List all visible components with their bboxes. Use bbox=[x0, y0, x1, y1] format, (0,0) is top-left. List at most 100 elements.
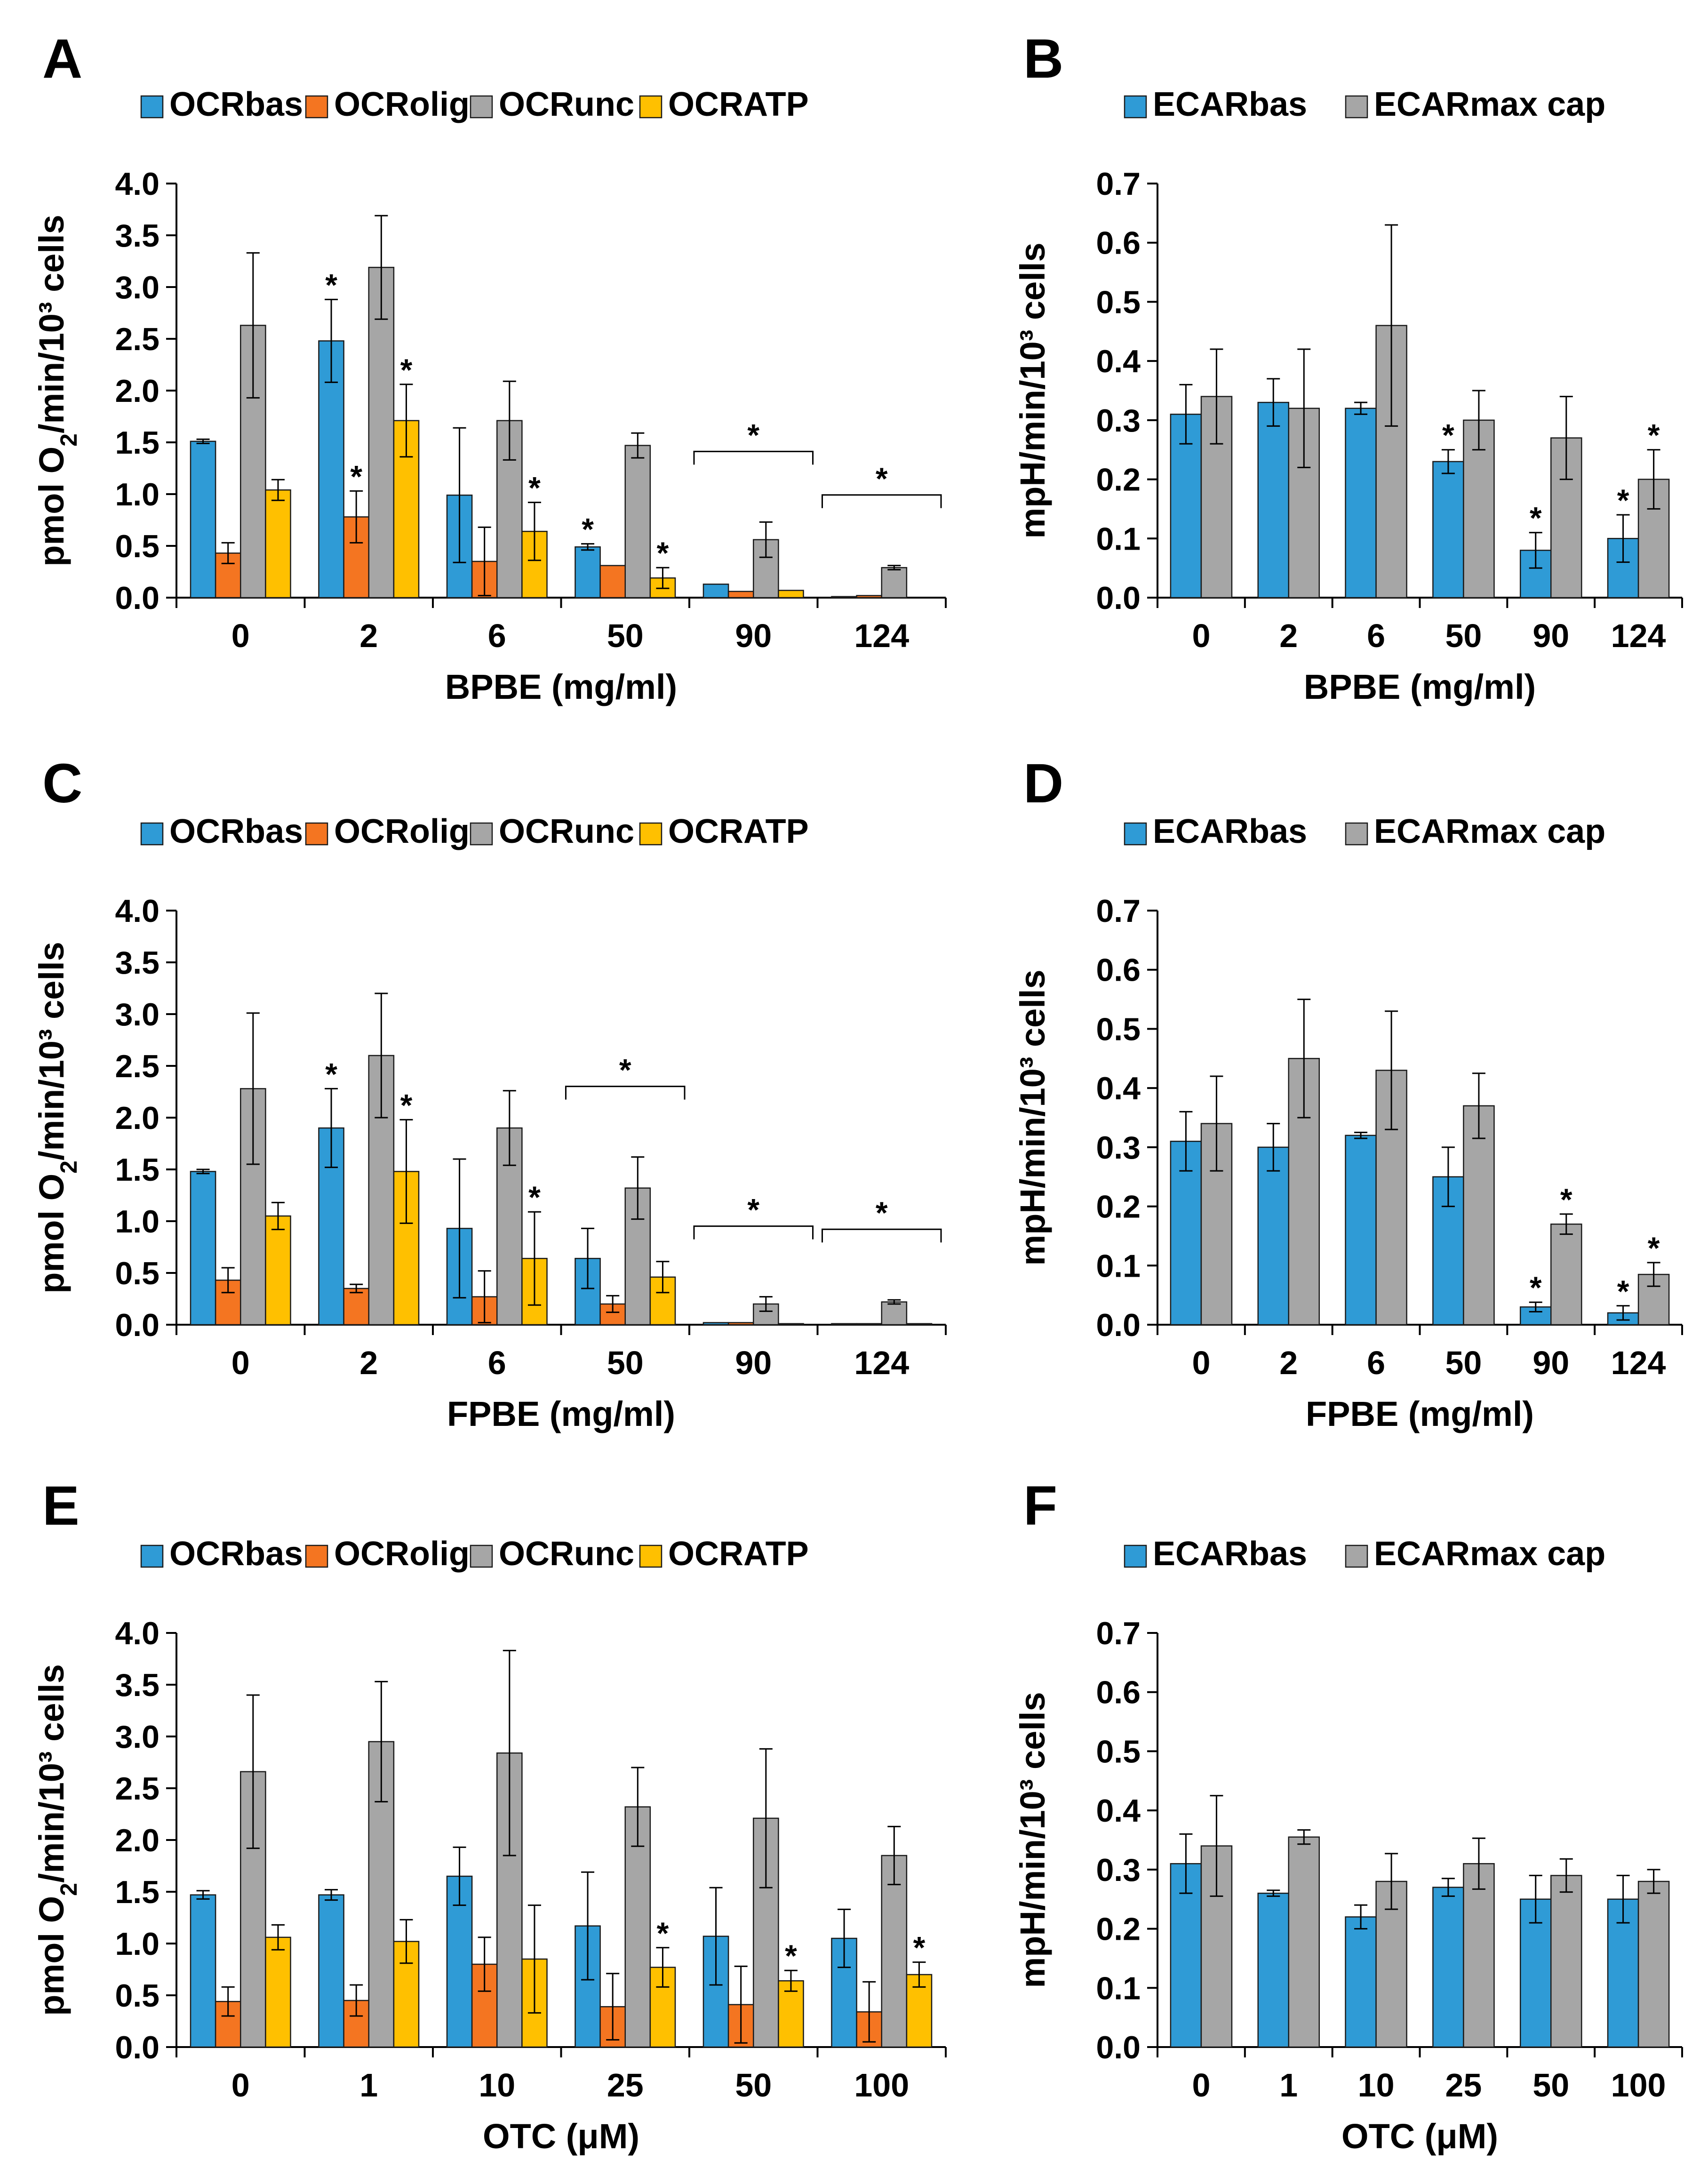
legend-label: OCRunc bbox=[499, 813, 634, 850]
y-tick-label: 0.0 bbox=[1096, 2030, 1141, 2065]
x-tick-label: 50 bbox=[607, 1344, 644, 1381]
legend-swatch bbox=[140, 1544, 164, 1568]
bar-ecarbas bbox=[1257, 401, 1289, 599]
y-tick-label: 0.5 bbox=[115, 1978, 160, 2014]
bar-ocratp bbox=[265, 489, 291, 599]
legend-swatch bbox=[305, 822, 328, 846]
panel-letter-b: B bbox=[1023, 28, 1063, 90]
significance-star: * bbox=[747, 1192, 759, 1227]
x-tick-label: 100 bbox=[1611, 2067, 1666, 2104]
significance-bracket bbox=[821, 494, 942, 508]
y-tick-label: 2.5 bbox=[115, 1048, 160, 1084]
bar-ocrbas bbox=[190, 1894, 216, 2048]
legend-swatch bbox=[470, 822, 493, 846]
panel-letter-f: F bbox=[1023, 1475, 1057, 1537]
significance-star: * bbox=[619, 1053, 631, 1088]
y-tick-label: 0.7 bbox=[1096, 166, 1141, 202]
y-tick-label: 0.2 bbox=[1096, 462, 1141, 498]
legend-swatch bbox=[470, 1544, 493, 1568]
bar-ocrunc bbox=[881, 567, 908, 599]
legend-swatch bbox=[1345, 1544, 1368, 1568]
panel-d: 0.0 0.1 0.2 0.3 0.4 0.5 0.6 0.7 0 2 6 50 90 124 FPBE (… bbox=[1013, 813, 1683, 1433]
bar-ocratp bbox=[265, 1936, 291, 2048]
y-tick-label: 0.3 bbox=[1096, 1852, 1141, 1888]
y-tick-label: 1.0 bbox=[115, 1204, 160, 1240]
panel-c: 0.0 0.5 1.0 1.5 2.0 2.5 3.0 3.5 4.0 0 2 6 50 90 124 FPB… bbox=[32, 813, 947, 1433]
y-tick-label: 0.3 bbox=[1096, 403, 1141, 439]
x-tick-label: 10 bbox=[1358, 2067, 1395, 2104]
y-tick-label: 0.4 bbox=[1096, 1071, 1141, 1106]
significance-star: * bbox=[1530, 501, 1542, 536]
bar-ocrbas bbox=[575, 546, 601, 599]
legend-swatch bbox=[639, 95, 662, 119]
legend-swatch bbox=[1124, 95, 1147, 119]
significance-star: * bbox=[657, 1916, 669, 1951]
legend-label: OCRbas bbox=[169, 813, 303, 850]
legend-label: OCRbas bbox=[169, 86, 303, 123]
x-tick-label: 6 bbox=[488, 1344, 506, 1381]
x-tick-label: 2 bbox=[359, 1344, 378, 1381]
y-tick-label: 3.0 bbox=[115, 1719, 160, 1755]
x-tick-label: 0 bbox=[1192, 2067, 1210, 2104]
bar-ocrolig bbox=[856, 1323, 883, 1326]
legend-label: OCRunc bbox=[499, 86, 634, 123]
legend-label: OCRATP bbox=[668, 86, 809, 123]
y-tick-label: 0.5 bbox=[1096, 284, 1141, 320]
bar-ocrolig bbox=[856, 595, 883, 599]
x-tick-label: 50 bbox=[735, 2067, 772, 2104]
bar-ocrbas bbox=[831, 596, 857, 599]
x-tick-label: 124 bbox=[1611, 1344, 1666, 1381]
x-tick-label: 90 bbox=[1532, 617, 1569, 654]
legend-label: OCRATP bbox=[668, 1535, 809, 1573]
x-tick-label: 124 bbox=[854, 617, 909, 654]
x-tick-label: 2 bbox=[1279, 1344, 1298, 1381]
legend-label: OCRolig bbox=[334, 1535, 470, 1573]
significance-star: * bbox=[747, 417, 759, 452]
x-tick-label: 0 bbox=[231, 2067, 250, 2104]
bar-ecarmax-cap bbox=[1550, 1224, 1582, 1326]
significance-star: * bbox=[1442, 418, 1454, 453]
bar-ecarbas bbox=[1432, 461, 1464, 599]
legend-swatch bbox=[305, 1544, 328, 1568]
x-tick-label: 124 bbox=[1611, 617, 1666, 654]
x-tick-label: 0 bbox=[1192, 1344, 1210, 1381]
x-tick-label: 90 bbox=[735, 617, 772, 654]
x-tick-label: 50 bbox=[1445, 617, 1482, 654]
significance-star: * bbox=[325, 267, 337, 302]
x-axis-title: OTC (μM) bbox=[483, 2117, 639, 2156]
bar-ecarbas bbox=[1257, 1146, 1289, 1326]
bar-ecarbas bbox=[1345, 1135, 1377, 1326]
legend-label: ECARmax cap bbox=[1374, 813, 1605, 850]
legend-label: ECARbas bbox=[1153, 86, 1307, 123]
legend-swatch bbox=[140, 822, 164, 846]
y-tick-label: 3.5 bbox=[115, 1667, 160, 1703]
legend-label: OCRunc bbox=[499, 1535, 634, 1573]
significance-star: * bbox=[325, 1056, 337, 1091]
x-tick-label: 50 bbox=[607, 617, 644, 654]
y-tick-label: 0.6 bbox=[1096, 952, 1141, 988]
y-tick-label: 0.5 bbox=[115, 528, 160, 564]
bar-ecarmax-cap bbox=[1463, 1105, 1495, 1326]
bar-ecarbas bbox=[1432, 1887, 1464, 2048]
y-tick-label: 3.5 bbox=[115, 945, 160, 981]
legend-swatch bbox=[1124, 822, 1147, 846]
panel-e: 0.0 0.5 1.0 1.5 2.0 2.5 3.0 3.5 4.0 0 1 10 25 50 100 OT… bbox=[32, 1535, 947, 2156]
legend-swatch bbox=[470, 95, 493, 119]
y-axis-title: mpH/min/10³ cells bbox=[1013, 1692, 1052, 1988]
significance-bracket bbox=[693, 450, 814, 465]
bar-ocratp bbox=[265, 1215, 291, 1326]
y-tick-label: 0.1 bbox=[1096, 1248, 1141, 1284]
legend-label: OCRbas bbox=[169, 1535, 303, 1573]
y-tick-label: 0.6 bbox=[1096, 225, 1141, 261]
y-tick-label: 4.0 bbox=[115, 166, 160, 202]
y-tick-label: 1.5 bbox=[115, 425, 160, 461]
y-tick-label: 0.7 bbox=[1096, 893, 1141, 929]
significance-bracket bbox=[565, 1086, 686, 1100]
bar-ocrolig bbox=[727, 591, 754, 599]
legend-swatch bbox=[140, 95, 164, 119]
panel-letter-c: C bbox=[42, 752, 82, 815]
legend-swatch bbox=[305, 95, 328, 119]
y-tick-label: 3.0 bbox=[115, 997, 160, 1032]
significance-star: * bbox=[350, 459, 362, 494]
bar-ecarmax-cap bbox=[1637, 1880, 1670, 2048]
